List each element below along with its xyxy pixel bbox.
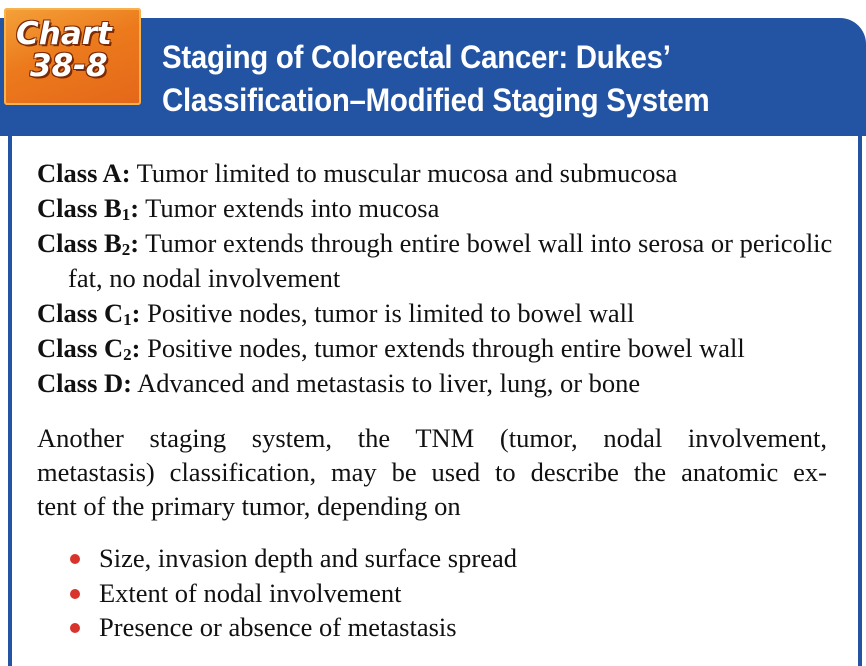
paragraph-line-1: Another staging system, the TNM (tumor, … — [37, 423, 827, 453]
class-c1-item: Class C1: Positive nodes, tumor is limit… — [37, 298, 635, 329]
class-label: Class D — [37, 368, 124, 398]
class-description: Positive nodes, tumor is limited to bowe… — [147, 298, 635, 328]
content-box — [8, 136, 862, 666]
list-item-text: Extent of nodal involvement — [99, 577, 402, 608]
list-item-text: Size, invasion depth and surface spread — [99, 543, 517, 573]
class-label: Class C — [37, 333, 124, 363]
badge-number: 38-8 — [30, 48, 108, 84]
title-banner — [0, 18, 866, 136]
tnm-criteria-list: Size, invasion depth and surface spread … — [66, 541, 826, 645]
class-b1-item: Class B1: Tumor extends into mucosa — [37, 193, 440, 224]
paragraph-line-3: tent of the primary tumor, depending on — [37, 491, 461, 521]
class-label: Class C — [37, 298, 124, 328]
tnm-paragraph: Another staging system, the TNM (tumor, … — [37, 421, 827, 523]
badge-label: Chart — [16, 16, 112, 52]
bullet-icon — [70, 623, 80, 633]
chart-panel: Chart 38-8 Staging of Colorectal Cancer:… — [0, 8, 866, 666]
paragraph-line-2: metastasis) classification, may be used … — [37, 457, 827, 487]
chart-number-badge: Chart 38-8 — [4, 8, 141, 105]
list-item: Size, invasion depth and surface spread — [66, 541, 826, 576]
class-b2-item: Class B2: Tumor extends through entire b… — [37, 228, 833, 293]
list-item: Extent of nodal involvement — [66, 576, 826, 611]
class-description: Tumor extends into mucosa — [145, 193, 440, 223]
class-description: Tumor extends through entire bowel wall … — [68, 228, 833, 293]
chart-title: Staging of Colorectal Cancer: Dukes’ Cla… — [162, 36, 797, 122]
list-item-text: Presence or absence of metastasis — [99, 612, 457, 642]
class-d-item: Class D: Advanced and metastasis to live… — [37, 368, 641, 398]
class-description: Advanced and metastasis to liver, lung, … — [137, 368, 641, 398]
title-line-2: Classification–Modified Staging System — [162, 82, 710, 118]
class-subscript: 2 — [123, 345, 132, 364]
class-subscript: 2 — [121, 240, 131, 259]
class-c2-item: Class C2: Positive nodes, tumor extends … — [37, 333, 745, 364]
class-a-item: Class A: Tumor limited to muscular mucos… — [37, 158, 678, 188]
class-subscript: 1 — [123, 310, 132, 329]
list-item: Presence or absence of metastasis — [66, 610, 826, 645]
class-description: Tumor limited to muscular mucosa and sub… — [136, 158, 678, 188]
class-label: Class A — [37, 158, 122, 188]
class-label: Class B — [37, 228, 122, 258]
dukes-class-list: Class A: Tumor limited to muscular mucos… — [37, 156, 837, 401]
bullet-icon — [70, 554, 80, 564]
class-subscript: 1 — [121, 205, 131, 224]
title-line-1: Staging of Colorectal Cancer: Dukes’ — [162, 39, 671, 75]
class-description: Positive nodes, tumor extends through en… — [147, 333, 745, 363]
bullet-icon — [70, 588, 80, 599]
class-label: Class B — [37, 193, 122, 223]
